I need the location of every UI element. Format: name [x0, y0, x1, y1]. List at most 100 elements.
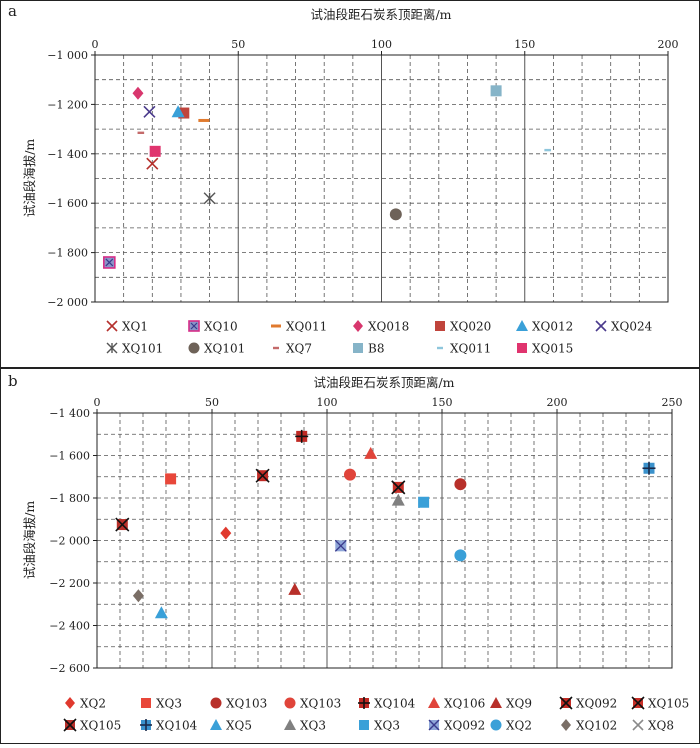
y-tick-label: −2 000: [47, 296, 88, 309]
legend-marker: [271, 324, 281, 328]
legend-item: XQ103: [284, 697, 341, 711]
legend: XQ2 XQ3 XQ103 XQ103 XQ104 XQ106 XQ9 XQ092 XQ105 X…: [63, 696, 689, 733]
legend-marker: [631, 696, 645, 710]
legend-item: XQ105: [63, 718, 121, 733]
legend-marker: [358, 697, 370, 709]
legend-label: XQ105: [648, 697, 689, 711]
legend-label: XQ092: [444, 719, 485, 733]
legend-marker: [284, 697, 296, 709]
legend-marker: [490, 719, 502, 731]
legend-item: XQ104: [358, 697, 416, 711]
data-point-xq024: [143, 105, 156, 118]
data-point-b8: [490, 85, 502, 97]
legend-marker: [632, 719, 644, 731]
y-axis-title: 试油段海拔/m: [22, 139, 37, 218]
data-point-xq015: [149, 145, 161, 157]
data-point-xq104: [642, 461, 656, 475]
legend-label: XQ011: [286, 320, 327, 334]
x-tick-label: 150: [514, 38, 535, 51]
data-point-xq101: [389, 208, 402, 221]
legend-label: XQ011: [450, 342, 491, 356]
legend-marker: [595, 320, 607, 332]
legend-marker: [188, 320, 200, 332]
legend-item: XQ2: [65, 697, 106, 711]
legend-item: XQ020: [435, 320, 491, 334]
legend-marker: [353, 320, 363, 332]
legend-marker: [437, 346, 443, 350]
legend-item: XQ102: [561, 719, 617, 733]
legend-item: XQ7: [273, 342, 312, 356]
legend-marker: [141, 698, 151, 708]
legend-item: XQ103: [210, 697, 267, 711]
data-point-xq101: [203, 192, 216, 205]
legend-label: XQ012: [532, 320, 573, 334]
x-axis-title: 试油段距石炭系顶距离/m: [313, 375, 454, 390]
legend-item: XQ3: [284, 719, 326, 733]
legend-label: XQ103: [226, 697, 267, 711]
data-point-xq3: [165, 473, 177, 485]
legend-marker: [428, 719, 440, 731]
legend-marker: [273, 346, 279, 350]
legend-label: XQ7: [286, 342, 312, 356]
data-point-xq011: [544, 148, 551, 152]
y-tick-label: −1 200: [47, 98, 88, 111]
x-tick-label: 250: [662, 396, 683, 409]
legend-label: XQ3: [156, 697, 182, 711]
legend-label: B8: [368, 342, 384, 356]
y-tick-label: −2 400: [49, 620, 90, 633]
legend-marker: [559, 696, 573, 710]
legend-item: XQ024: [595, 320, 653, 334]
data-point-xq9: [288, 582, 302, 595]
legend: XQ1 XQ10 XQ011 XQ018 XQ020 XQ012 XQ024 XQ101 XQ1…: [106, 320, 653, 356]
data-points: [115, 429, 656, 619]
legend-item: XQ101: [106, 342, 163, 356]
legend-label: XQ2: [506, 719, 532, 733]
legend-label: XQ3: [300, 719, 326, 733]
y-tick-label: −1 600: [49, 450, 90, 463]
legend-item: XQ9: [490, 697, 532, 711]
legend-item: XQ105: [631, 696, 689, 711]
panel-frame: [0, 0, 700, 368]
data-point-xq104: [295, 429, 309, 443]
panel-label: b: [8, 372, 18, 390]
data-point-xq012: [171, 105, 185, 118]
legend-item: XQ1: [106, 320, 148, 334]
x-tick-label: 0: [92, 38, 99, 51]
x-tick-label: 100: [371, 38, 392, 51]
legend-marker: [188, 342, 200, 354]
legend-label: XQ103: [300, 697, 341, 711]
legend-label: XQ018: [368, 320, 409, 334]
legend-item: XQ8: [632, 719, 674, 733]
legend-marker: [284, 719, 296, 730]
legend-item: XQ011: [271, 320, 327, 334]
legend-marker: [561, 719, 571, 731]
data-points: [103, 85, 551, 269]
legend-label: XQ101: [122, 342, 163, 356]
legend-label: XQ10: [204, 320, 238, 334]
data-point-xq018: [132, 86, 144, 100]
legend-item: XQ092: [428, 719, 485, 733]
legend-item: XQ5: [210, 719, 252, 733]
y-tick-label: −1 400: [47, 148, 88, 161]
data-point-xq5: [154, 606, 168, 619]
legend-item: XQ104: [140, 719, 198, 733]
y-axis-title: 试油段海拔/m: [22, 501, 37, 580]
legend-label: XQ9: [506, 697, 532, 711]
legend-label: XQ2: [80, 697, 106, 711]
data-point-xq103: [454, 478, 467, 491]
legend-item: XQ10: [188, 320, 238, 334]
data-point-xq3: [391, 493, 405, 506]
legend-marker: [428, 697, 440, 708]
legend-marker: [106, 342, 118, 354]
y-tick-label: −2 200: [49, 577, 90, 590]
legend-item: XQ2: [490, 719, 532, 733]
data-point-xq7: [137, 131, 145, 135]
legend-marker: [359, 720, 369, 730]
data-point-xq106: [364, 446, 378, 459]
legend-marker: [210, 719, 222, 730]
data-point-xq092: [334, 539, 347, 552]
data-point-xq103: [344, 468, 356, 481]
x-tick-label: 200: [658, 38, 679, 51]
y-tick-label: −2 000: [49, 535, 90, 548]
